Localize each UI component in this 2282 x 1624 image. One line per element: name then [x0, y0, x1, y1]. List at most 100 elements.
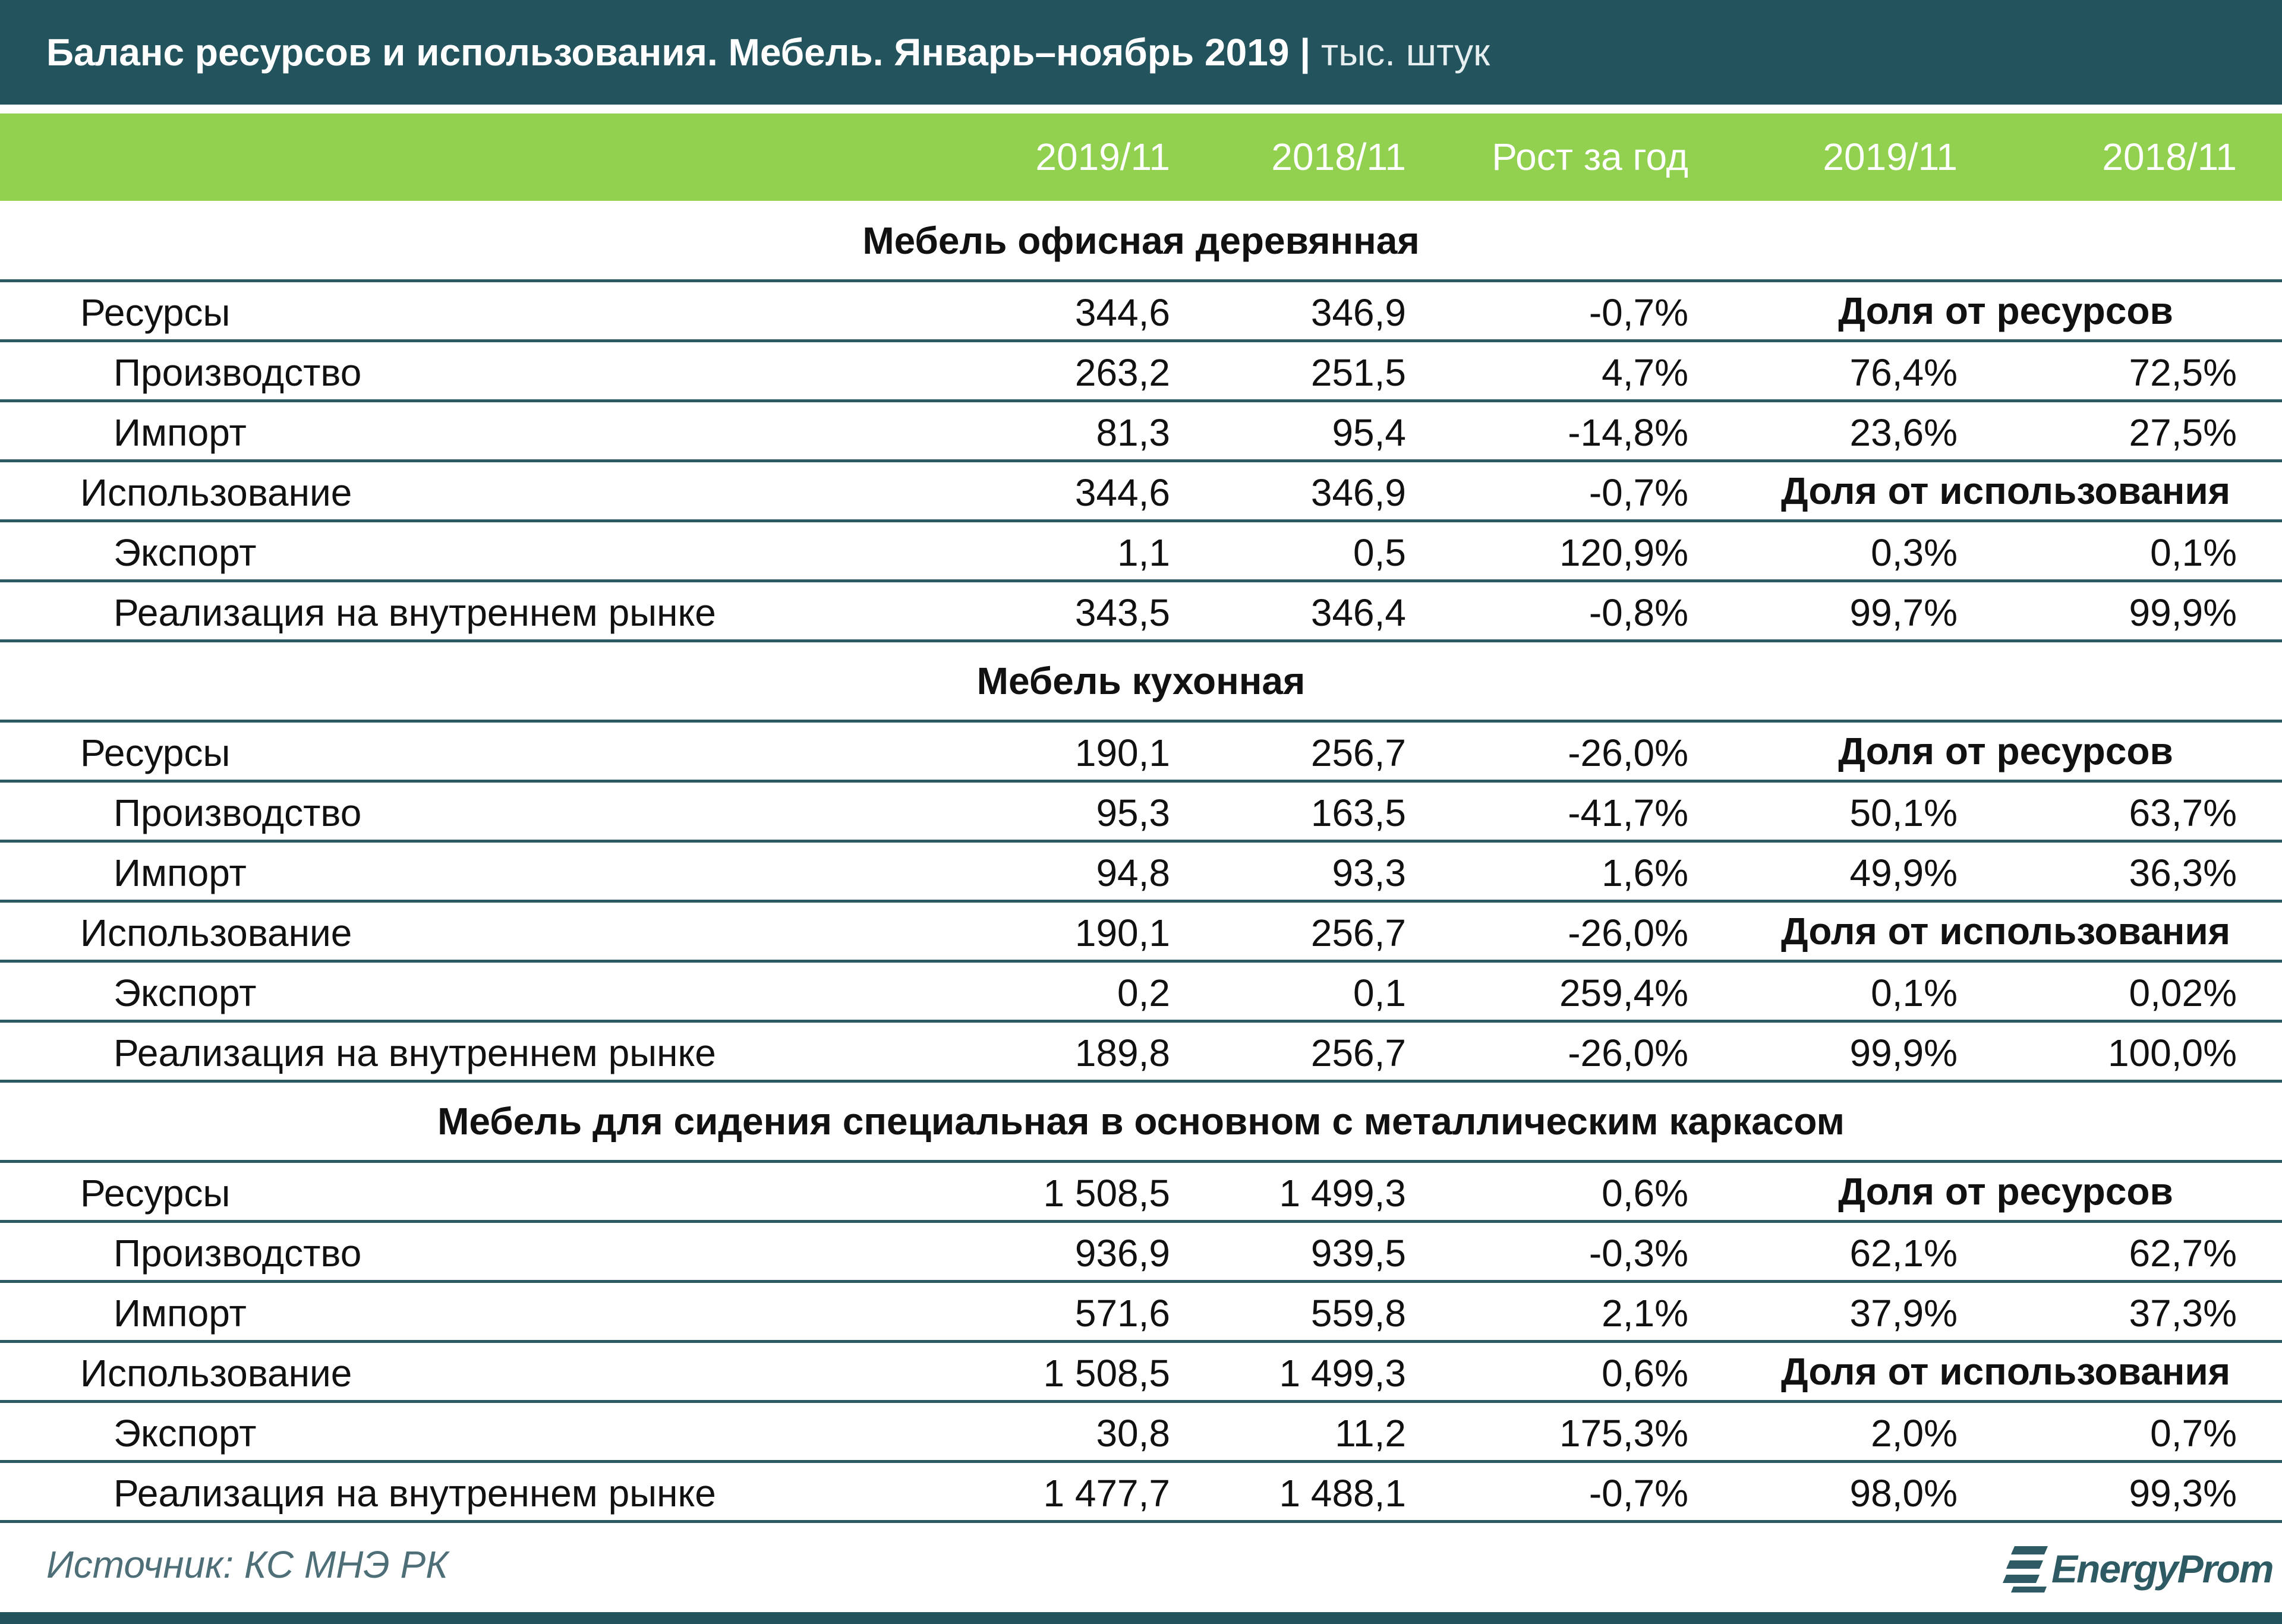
share-note: Доля от ресурсов [1838, 289, 2173, 332]
cell: 939,5 [1310, 1232, 1406, 1275]
row-label: Ресурсы [80, 1172, 231, 1215]
cell: 50,1% [1849, 791, 1958, 834]
row-label: Реализация на внутреннем рынке [114, 1472, 716, 1515]
share-note: Доля от использования [1780, 910, 2231, 953]
cell: 2,0% [1871, 1412, 1958, 1455]
cell: -0,3% [1588, 1232, 1688, 1275]
cell: 559,8 [1310, 1292, 1406, 1335]
row-rule [0, 840, 2282, 843]
column-header: 2018/11 [1271, 135, 1406, 178]
cell: 344,6 [1074, 471, 1170, 514]
cell: 571,6 [1074, 1292, 1170, 1335]
section-title: Мебель для сидения специальная в основно… [437, 1100, 1845, 1143]
row-label: Ресурсы [80, 291, 231, 334]
cell: 0,02% [2129, 972, 2237, 1014]
cell: 27,5% [2129, 411, 2237, 454]
row-label: Реализация на внутреннем рынке [114, 1032, 716, 1074]
cell: -26,0% [1568, 912, 1688, 954]
logo: EnergyProm [2051, 1547, 2274, 1591]
cell: 344,6 [1074, 291, 1170, 334]
cell: 0,5 [1353, 531, 1406, 574]
cell: 11,2 [1335, 1412, 1406, 1455]
unit: тыс. штук [1320, 31, 1490, 74]
cell: 259,4% [1559, 972, 1688, 1014]
cell: 4,7% [1602, 351, 1688, 394]
row-rule [0, 579, 2282, 582]
row-label: Экспорт [114, 531, 257, 574]
cell: 99,7% [1849, 591, 1958, 634]
row-rule [0, 519, 2282, 522]
cell: 1,1 [1117, 531, 1170, 574]
section-title: Мебель кухонная [976, 660, 1306, 702]
cell: 95,4 [1332, 411, 1406, 454]
cell: 346,9 [1310, 291, 1406, 334]
cell: 0,6% [1602, 1172, 1688, 1215]
section-rule [0, 1520, 2282, 1523]
cell: 63,7% [2129, 791, 2237, 834]
cell: 23,6% [1849, 411, 1958, 454]
cell: -0,7% [1588, 471, 1688, 514]
share-note: Доля от использования [1780, 1350, 2231, 1393]
cell: 1 488,1 [1279, 1472, 1406, 1515]
row-label: Импорт [114, 852, 247, 894]
cell: 99,9% [1849, 1032, 1958, 1074]
cell: -26,0% [1568, 731, 1688, 774]
row-label: Производство [114, 351, 362, 394]
column-header: 2018/11 [2102, 135, 2237, 178]
column-header: 2019/11 [1823, 135, 1958, 178]
section-rule [0, 639, 2282, 642]
cell: 0,1% [2150, 531, 2237, 574]
row-label: Производство [114, 1232, 362, 1275]
cell: 189,8 [1074, 1032, 1170, 1074]
cell: 0,3% [1871, 531, 1958, 574]
cell: 99,9% [2129, 591, 2237, 634]
cell: 2,1% [1602, 1292, 1688, 1335]
cell: 0,1 [1353, 972, 1406, 1014]
row-rule [0, 1280, 2282, 1283]
row-label: Производство [114, 791, 362, 834]
logo-icon [2003, 1546, 2048, 1593]
cell: 98,0% [1849, 1472, 1958, 1515]
row-label: Использование [80, 1352, 352, 1395]
cell: 72,5% [2129, 351, 2237, 394]
cell: 936,9 [1074, 1232, 1170, 1275]
section-title: Мебель офисная деревянная [862, 219, 1420, 262]
column-header: 2019/11 [1035, 135, 1170, 178]
share-note: Доля от ресурсов [1838, 1170, 2173, 1213]
cell: 1 499,3 [1279, 1172, 1406, 1215]
source: Источник: КС МНЭ РК [46, 1543, 448, 1586]
row-rule [0, 1460, 2282, 1463]
row-rule [0, 1020, 2282, 1023]
row-label: Экспорт [114, 972, 257, 1014]
cell: 81,3 [1096, 411, 1170, 454]
cell: 62,1% [1849, 1232, 1958, 1275]
row-rule [0, 339, 2282, 342]
row-label: Ресурсы [80, 731, 231, 774]
cell: -0,8% [1588, 591, 1688, 634]
column-header: Рост за год [1492, 135, 1688, 178]
row-rule [0, 279, 2282, 282]
cell: 1 499,3 [1279, 1352, 1406, 1395]
cell: 0,6% [1602, 1352, 1688, 1395]
header-row [0, 113, 2282, 201]
cell: 1 508,5 [1043, 1352, 1170, 1395]
title: Баланс ресурсов и использования. Мебель.… [46, 31, 1490, 74]
cell: 263,2 [1074, 351, 1170, 394]
cell: 343,5 [1074, 591, 1170, 634]
cell: 37,9% [1849, 1292, 1958, 1335]
cell: 94,8 [1096, 852, 1170, 894]
row-rule [0, 900, 2282, 903]
title-text: Баланс ресурсов и использования. Мебель.… [46, 31, 1290, 74]
share-note: Доля от использования [1780, 469, 2231, 512]
row-label: Импорт [114, 411, 247, 454]
bottom-bar [0, 1612, 2282, 1624]
cell: 346,4 [1310, 591, 1406, 634]
cell: 30,8 [1096, 1412, 1170, 1455]
cell: 76,4% [1849, 351, 1958, 394]
cell: 100,0% [2107, 1032, 2237, 1074]
cell: -41,7% [1568, 791, 1688, 834]
cell: 163,5 [1310, 791, 1406, 834]
row-label: Использование [80, 471, 352, 514]
row-label: Реализация на внутреннем рынке [114, 591, 716, 634]
